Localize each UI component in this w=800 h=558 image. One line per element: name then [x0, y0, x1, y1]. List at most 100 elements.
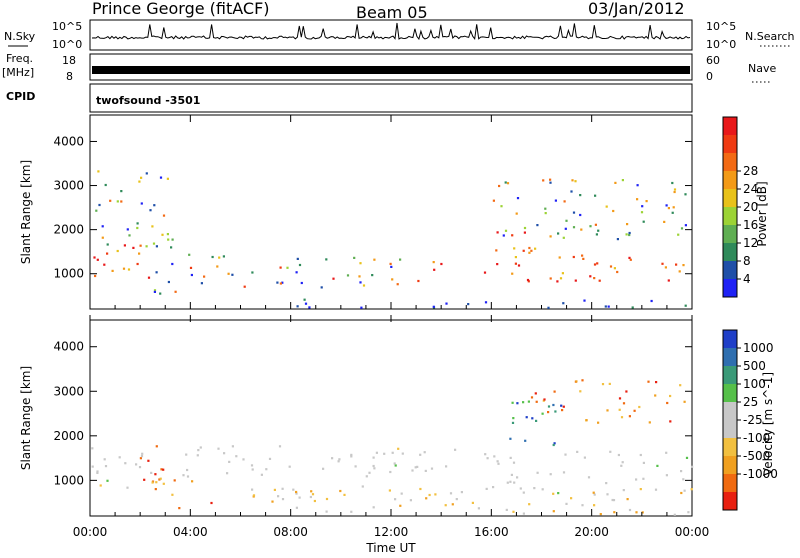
data-cell — [506, 182, 510, 185]
data-cell — [116, 249, 119, 253]
colorbar-cell — [723, 330, 737, 349]
colorbar-tick-label: 24 — [743, 182, 758, 196]
data-cell — [564, 453, 567, 456]
data-cell — [155, 481, 158, 484]
data-cell — [522, 249, 525, 252]
data-cell — [388, 489, 391, 492]
data-cell — [682, 264, 685, 267]
data-cell — [182, 474, 185, 477]
data-cell — [682, 478, 685, 481]
data-cell — [622, 489, 625, 492]
data-cell — [350, 453, 353, 456]
data-cell — [628, 508, 632, 512]
colorbar-cell — [723, 348, 737, 367]
data-cell — [675, 263, 678, 266]
data-cell — [371, 274, 374, 277]
y-tick-label: 2000 — [53, 429, 84, 443]
y-tick-label: 2000 — [53, 223, 84, 237]
data-cell — [471, 501, 474, 504]
data-cell — [120, 190, 123, 193]
data-cell — [288, 465, 291, 468]
date-title: 03/Jan/2012 — [588, 0, 685, 18]
data-cell — [303, 298, 306, 301]
data-cell — [509, 480, 512, 483]
colorbar-cell — [723, 261, 737, 280]
data-cell — [444, 504, 447, 507]
data-cell — [304, 302, 308, 305]
data-cell — [250, 464, 254, 467]
x-axis-label: Time UT — [365, 541, 416, 554]
data-cell — [684, 193, 687, 196]
nsky-trace — [91, 22, 691, 41]
data-cell — [583, 299, 586, 302]
data-cell — [155, 445, 158, 448]
nave-label: Nave — [748, 62, 776, 75]
data-cell — [138, 180, 141, 183]
colorbar-tick-label: 28 — [743, 164, 758, 178]
colorbar-cell — [723, 384, 737, 403]
data-cell — [552, 403, 555, 407]
y-tick-label: 3000 — [53, 179, 84, 193]
data-cell — [127, 268, 131, 271]
data-cell — [300, 281, 303, 285]
beam-title: Beam 05 — [356, 3, 428, 22]
data-cell — [434, 493, 437, 496]
data-cell — [123, 244, 126, 247]
data-cell — [685, 456, 689, 459]
data-cell — [222, 255, 225, 258]
data-cell — [339, 489, 342, 493]
nsky-panel: N.Sky 10^5 10^0 10^5 10^0 N.Search — [4, 19, 795, 51]
data-cell — [684, 304, 687, 307]
freq-band — [92, 66, 690, 74]
x-tick-label: 00:00 — [675, 525, 710, 539]
y-tick-label: 1000 — [53, 473, 84, 487]
data-cell — [186, 468, 189, 472]
freq-label: Freq. — [6, 52, 33, 65]
data-cell — [541, 488, 544, 491]
power-ylabel: Slant Range [km] — [19, 160, 33, 264]
data-cell — [593, 263, 597, 266]
data-cell — [399, 258, 402, 261]
data-cell — [544, 207, 547, 210]
data-cell — [593, 277, 596, 280]
data-cell — [618, 408, 621, 411]
data-cell — [574, 180, 577, 183]
data-cell — [432, 305, 435, 308]
data-cell — [594, 223, 597, 226]
data-cell — [607, 305, 610, 308]
nave-tick-low: 0 — [706, 70, 713, 83]
data-cell — [298, 263, 302, 267]
data-cell — [449, 492, 453, 495]
data-cell — [517, 264, 521, 267]
data-cell — [511, 421, 515, 424]
colorbar-tick-label: 1000 — [743, 341, 774, 355]
nave-tick-high: 60 — [706, 54, 720, 67]
data-cell — [589, 275, 592, 278]
data-cell — [166, 233, 169, 236]
data-cell — [322, 467, 325, 470]
data-cell — [522, 512, 525, 515]
freq-tick-low: 8 — [66, 70, 73, 83]
colorbar-cell — [723, 189, 737, 208]
data-cell — [218, 256, 221, 259]
data-cell — [141, 452, 144, 455]
data-cell — [512, 461, 516, 464]
data-cell — [106, 252, 109, 255]
data-cell — [547, 405, 551, 408]
data-cell — [605, 205, 608, 208]
data-cell — [109, 199, 112, 202]
data-cell — [576, 450, 579, 453]
data-cell — [562, 405, 565, 408]
data-cell — [613, 511, 616, 514]
data-cell — [484, 301, 488, 304]
data-cell — [95, 209, 98, 212]
data-cell — [613, 267, 616, 270]
data-cell — [350, 455, 353, 458]
data-cell — [506, 481, 509, 484]
data-cell — [629, 258, 632, 261]
data-cell — [492, 486, 495, 489]
data-cell — [547, 306, 550, 309]
colorbar-cell — [723, 456, 737, 475]
x-tick-label: 04:00 — [173, 525, 208, 539]
station-title: Prince George (fitACF) — [92, 0, 270, 18]
